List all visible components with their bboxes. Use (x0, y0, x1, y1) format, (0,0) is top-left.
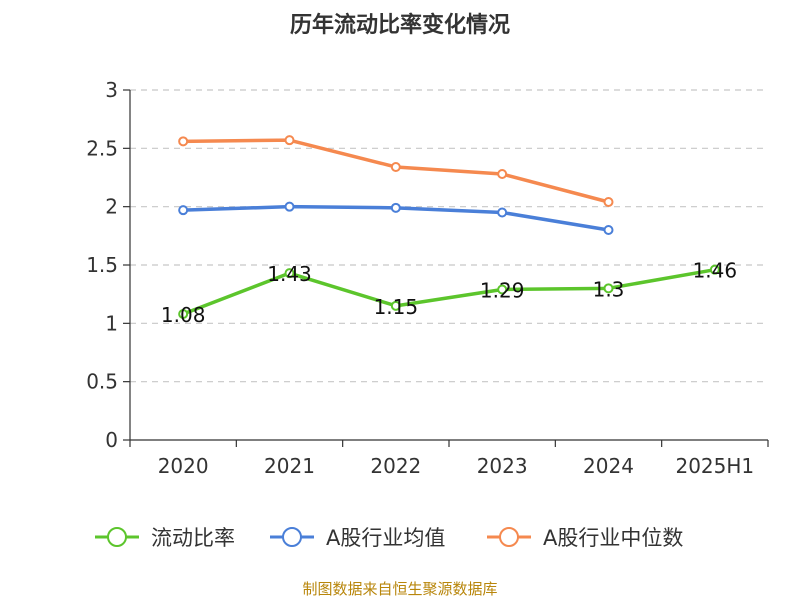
data-point (178, 205, 189, 216)
y-tick-label: 2.5 (86, 136, 118, 160)
x-tick-label: 2024 (583, 454, 634, 478)
data-point (603, 197, 614, 207)
source-note: 制图数据来自恒生聚源数据库 (302, 580, 497, 598)
data-label: 1.3 (593, 277, 625, 301)
x-tick-label: 2025H1 (675, 454, 754, 478)
legend-item[interactable]: A股行业均值 (270, 526, 445, 550)
x-tick-label: 2022 (370, 454, 421, 478)
data-label: 1.08 (161, 303, 206, 327)
data-point (284, 201, 295, 212)
legend-marker (107, 527, 127, 547)
legend-item[interactable]: A股行业中位数 (487, 526, 683, 550)
legend-label: A股行业均值 (326, 526, 445, 550)
data-point (284, 268, 295, 279)
y-tick-label: 0.5 (86, 370, 118, 394)
data-point (603, 225, 614, 235)
x-tick-label: 2021 (264, 454, 315, 478)
legend-label: 流动比率 (151, 526, 235, 550)
y-tick-label: 3 (105, 78, 118, 102)
legend-marker (499, 527, 519, 547)
data-label: 1.43 (267, 262, 312, 286)
y-tick-label: 1.5 (86, 253, 118, 277)
axes: 0 0.5 1 1.5 2 2.5 3 2020 2021 2022 2023 2024 2025H1 (86, 78, 769, 478)
y-tick-label: 1 (105, 311, 118, 335)
data-point (390, 162, 401, 172)
data-label: 1.29 (480, 279, 525, 303)
x-tick-label: 2020 (158, 454, 209, 478)
data-point (497, 284, 508, 295)
y-tick-label: 0 (105, 428, 118, 452)
legend-marker (282, 527, 302, 547)
legend-item[interactable]: 流动比率 (95, 526, 235, 550)
data-point (497, 207, 508, 218)
data-point (497, 169, 508, 179)
data-point (178, 136, 189, 147)
series-layer (178, 135, 720, 319)
grid (130, 89, 768, 383)
data-point (178, 309, 189, 319)
data-point (709, 264, 720, 275)
data-label: 1.15 (374, 295, 419, 319)
legend[interactable]: 流动比率 A股行业均值 A股行业中位数 (95, 526, 683, 550)
data-point (390, 300, 401, 311)
legend-label: A股行业中位数 (543, 526, 683, 550)
data-label: 1.46 (693, 259, 738, 283)
y-tick-label: 2 (105, 195, 118, 219)
data-point (603, 283, 614, 294)
series-line-0 (182, 267, 716, 316)
chart-title: 历年流动比率变化情况 (290, 12, 510, 38)
data-point (284, 135, 295, 146)
x-tick-label: 2023 (477, 454, 528, 478)
data-point (390, 202, 401, 213)
data-labels: 1.08 1.43 1.15 1.29 1.3 1.46 (161, 259, 737, 327)
